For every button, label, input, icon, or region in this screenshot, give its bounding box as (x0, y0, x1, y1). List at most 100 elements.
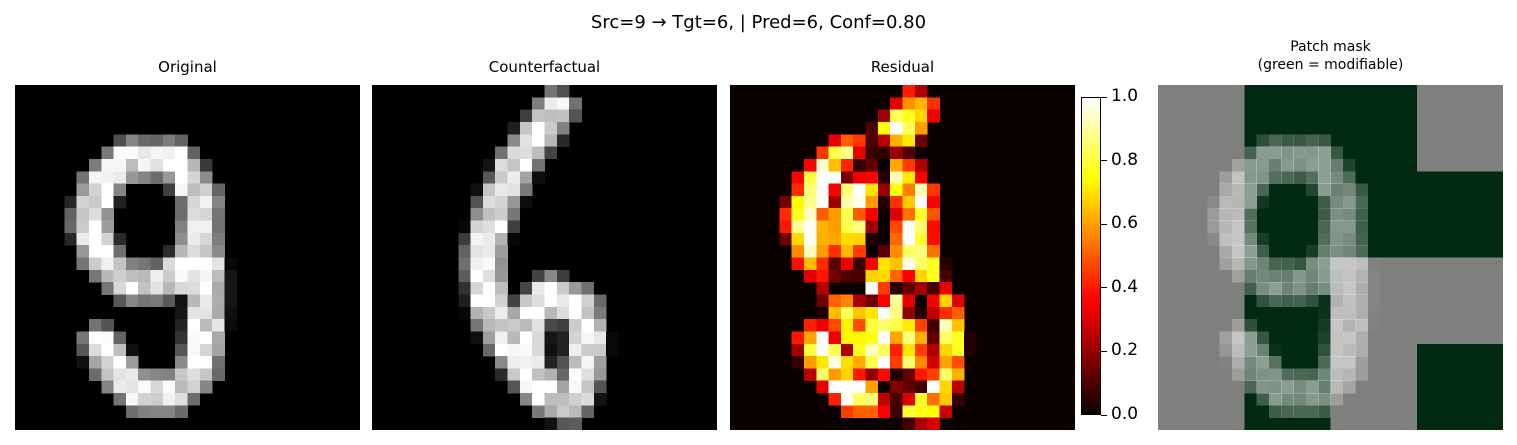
residual-pixel (840, 183, 854, 197)
mask-overlay-pixel (1293, 171, 1307, 184)
counterfactual-pixel (519, 393, 533, 406)
mask-overlay-pixel (1231, 257, 1245, 271)
residual-pixel (890, 269, 903, 283)
mask-overlay-pixel (1256, 195, 1270, 209)
original-pixel (212, 282, 225, 295)
mask-patch-modifiable (1330, 85, 1418, 172)
mask-overlay-pixel (1219, 257, 1233, 271)
residual-pixel (840, 146, 854, 160)
original-pixel (113, 282, 127, 295)
colorbar-segment (1081, 357, 1101, 362)
mask-overlay-pixel (1342, 220, 1356, 234)
original-pixel (88, 269, 102, 283)
original-pixel (138, 294, 151, 308)
mask-patch-fixed (1416, 257, 1503, 345)
residual-pixel (803, 171, 817, 184)
original-pixel (64, 195, 77, 209)
residual-pixel (865, 306, 879, 320)
residual-pixel (803, 208, 817, 221)
original-pixel (76, 208, 90, 221)
counterfactual-pixel (569, 393, 582, 406)
original-pixel (101, 171, 114, 184)
residual-pixel (853, 356, 866, 369)
residual-pixel (865, 171, 879, 184)
original-pixel (125, 343, 139, 357)
mask-overlay-pixel (1318, 146, 1331, 160)
mask-overlay-pixel (1318, 195, 1331, 209)
original-pixel (162, 245, 176, 258)
counterfactual-pixel (519, 195, 533, 209)
residual-pixel (828, 306, 842, 320)
colorbar-segment (1081, 389, 1101, 394)
colorbar-tick-label: 0.2 (1111, 340, 1139, 361)
colorbar-segment (1081, 227, 1101, 232)
residual-pixel (840, 220, 854, 234)
mask-overlay-pixel (1268, 171, 1282, 184)
mask-overlay-pixel (1330, 220, 1344, 234)
mask-overlay-pixel (1244, 158, 1257, 172)
mask-overlay-pixel (1268, 368, 1282, 382)
original-pixel (162, 158, 176, 172)
residual-pixel (828, 208, 842, 221)
mask-overlay-pixel (1293, 294, 1307, 308)
residual-pixel (877, 121, 891, 135)
original-pixel (212, 356, 225, 369)
counterfactual-pixel (544, 393, 558, 406)
original-pixel (125, 269, 139, 283)
original-pixel (199, 208, 213, 221)
mask-overlay-pixel (1330, 306, 1344, 320)
colorbar-segment (1081, 322, 1101, 327)
mask-overlay-pixel (1256, 282, 1270, 295)
colorbar-tick-label: 0.4 (1111, 276, 1139, 297)
residual-pixel (840, 294, 854, 308)
colorbar-segment (1081, 163, 1101, 168)
original-pixel (113, 158, 127, 172)
mask-overlay-pixel (1367, 269, 1381, 283)
original-pixel (175, 171, 188, 184)
mask-overlay-pixel (1330, 356, 1344, 369)
original-pixel (224, 319, 238, 332)
residual-pixel (914, 121, 928, 135)
original-pixel (101, 282, 114, 295)
original-pixel (199, 319, 213, 332)
residual-pixel (890, 146, 903, 160)
original-pixel (175, 146, 188, 160)
mask-overlay-pixel (1293, 146, 1307, 160)
mask-overlay-pixel (1342, 183, 1356, 197)
original-pixel (162, 146, 176, 160)
original-pixel (113, 195, 127, 209)
residual-pixel (828, 232, 842, 246)
residual-pixel (902, 109, 916, 123)
counterfactual-pixel (519, 306, 533, 320)
original-pixel (212, 331, 225, 345)
residual-pixel (902, 134, 916, 147)
colorbar-tick-mark (1101, 414, 1107, 416)
original-pixel (101, 183, 114, 197)
mask-overlay-pixel (1330, 331, 1344, 345)
mask-overlay-pixel (1281, 294, 1294, 308)
mask-overlay-pixel (1367, 258, 1380, 271)
mask-overlay-pixel (1219, 208, 1233, 221)
counterfactual-pixel (581, 393, 595, 406)
original-pixel (199, 158, 213, 172)
residual-pixel (902, 405, 916, 418)
mask-overlay-pixel (1318, 183, 1331, 197)
counterfactual-pixel (569, 97, 582, 110)
residual-pixel (816, 171, 829, 184)
residual-pixel (927, 282, 940, 295)
mask-patch-fixed (1158, 257, 1245, 345)
residual-colorbar (1081, 97, 1101, 416)
mask-overlay-pixel (1330, 282, 1344, 295)
original-pixel (138, 269, 151, 283)
original-pixel (175, 232, 188, 246)
counterfactual-pixel (519, 319, 533, 332)
residual-pixel (877, 171, 891, 184)
residual-pixel (890, 171, 903, 184)
colorbar-segment (1081, 135, 1101, 139)
residual-pixel (840, 195, 854, 209)
residual-pixel (902, 393, 916, 406)
original-pixel (175, 183, 188, 197)
mask-overlay-pixel (1219, 171, 1233, 184)
original-pixel (125, 356, 139, 369)
mask-overlay-pixel (1330, 146, 1344, 160)
